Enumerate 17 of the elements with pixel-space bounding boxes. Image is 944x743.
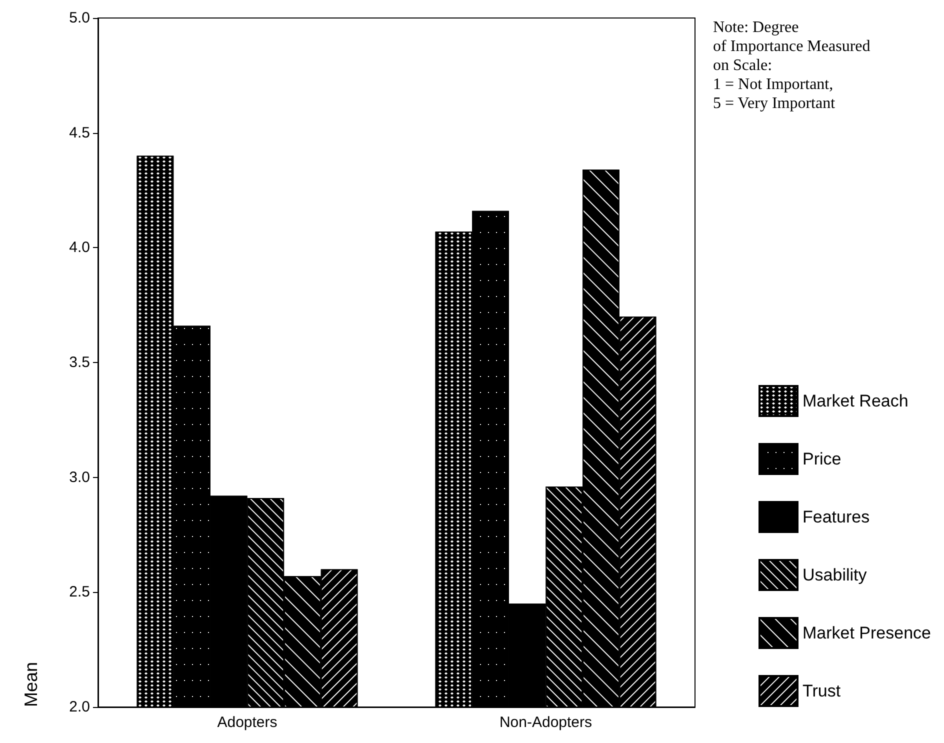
y-tick-label: 5.0 [69,10,90,26]
y-axis-title: Mean [21,662,41,707]
x-tick-label: Non-Adopters [499,714,592,731]
y-tick-label: 4.5 [69,124,90,142]
legend-label: Features [802,508,870,526]
y-tick-label: 2.0 [69,698,90,716]
legend-label: Market Reach [802,392,908,410]
x-tick-label: Adopters [217,714,278,731]
text: Note: Degree of Importance Measured on Scale: 1 = Not Important, 5 = Very Important [713,19,870,112]
legend-label: Market Presence [802,624,932,642]
y-tick-label: 3.0 [69,468,90,486]
legend-label: Usability [802,566,868,584]
legend-label: Price [802,450,842,468]
y-tick-label: 4.0 [69,239,90,256]
legend-label: Trust [802,682,841,700]
y-tick-label: 3.5 [69,354,90,371]
y-tick-label: 2.5 [69,584,90,601]
